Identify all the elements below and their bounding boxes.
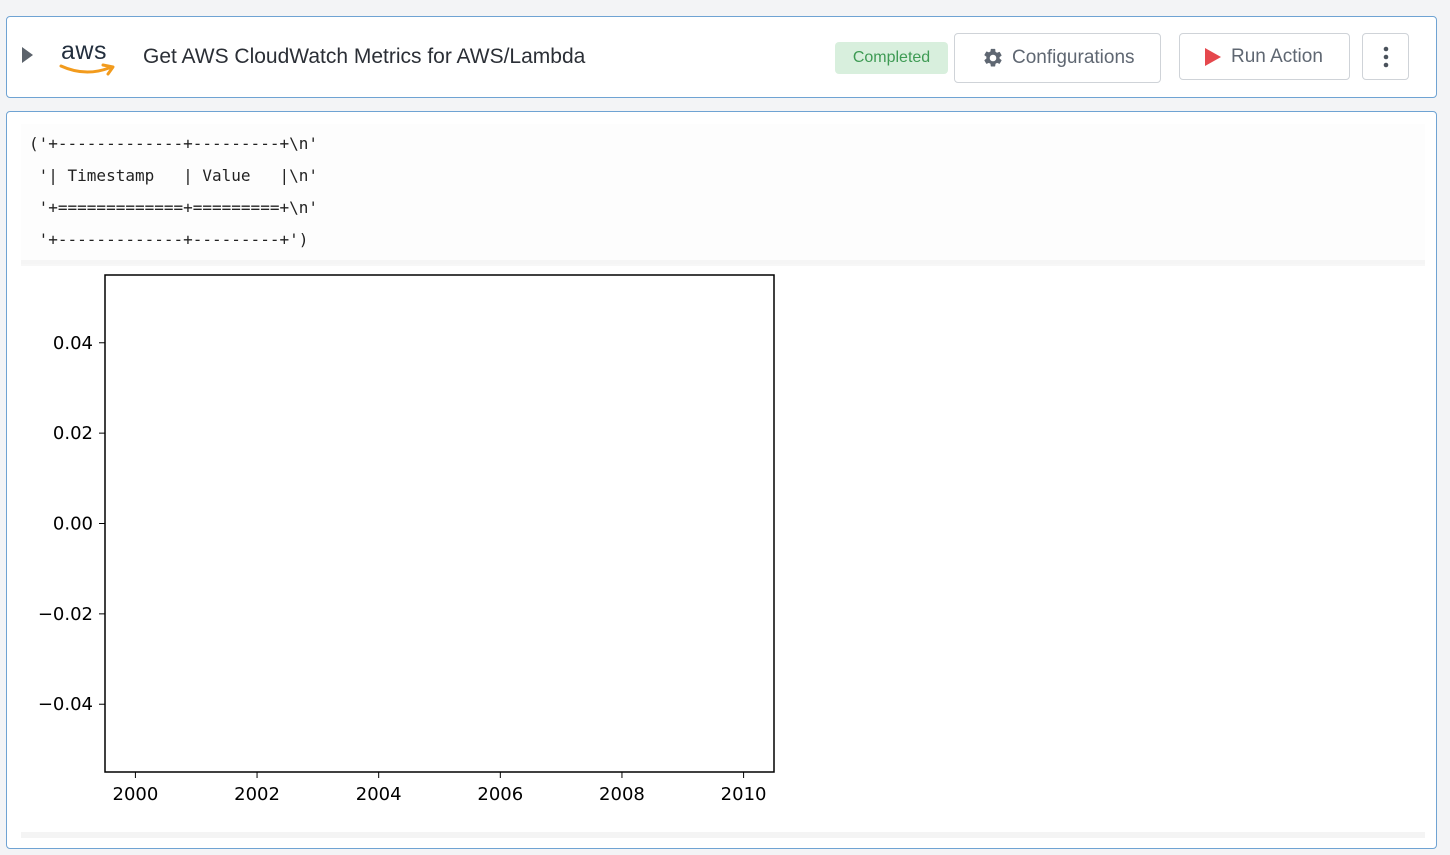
aws-logo-text: aws bbox=[61, 37, 107, 65]
expand-toggle[interactable] bbox=[21, 45, 35, 65]
text-output: ('+-------------+---------+\n' '| Timest… bbox=[21, 124, 1425, 265]
more-vertical-icon bbox=[1383, 46, 1388, 67]
x-tick-label: 2006 bbox=[477, 784, 523, 805]
caret-right-icon bbox=[22, 47, 33, 63]
plot-output: 2000 2002 2004 2006 2008 2010 0.04 0.02 0.00 −0.0… bbox=[21, 264, 1425, 838]
x-tick-label: 2008 bbox=[599, 784, 645, 805]
y-tick-label: 0.04 bbox=[53, 333, 93, 354]
configurations-label: Configurations bbox=[1012, 47, 1135, 68]
run-action-label: Run Action bbox=[1231, 45, 1323, 67]
action-title: Get AWS CloudWatch Metrics for AWS/Lambd… bbox=[143, 45, 586, 68]
x-tick-label: 2010 bbox=[721, 784, 767, 805]
x-tick-label: 2000 bbox=[113, 784, 159, 805]
x-tick-label: 2004 bbox=[356, 784, 402, 805]
metrics-chart: 2000 2002 2004 2006 2008 2010 0.04 0.02 0.00 −0.0… bbox=[38, 274, 775, 805]
y-tick-label: −0.02 bbox=[38, 604, 93, 625]
aws-smile-icon bbox=[59, 63, 115, 76]
x-tick-label: 2002 bbox=[234, 784, 280, 805]
output-table-text: ('+-------------+---------+\n' '| Timest… bbox=[29, 134, 318, 249]
gear-icon bbox=[982, 47, 1004, 69]
y-tick-label: −0.04 bbox=[38, 694, 93, 715]
more-options-button[interactable] bbox=[1362, 33, 1409, 80]
y-tick-label: 0.00 bbox=[53, 514, 93, 535]
play-icon bbox=[1204, 47, 1222, 67]
plot-frame bbox=[104, 274, 775, 773]
y-tick-label: 0.02 bbox=[53, 423, 93, 444]
run-action-button[interactable]: Run Action bbox=[1179, 33, 1350, 80]
action-header: aws Get AWS CloudWatch Metrics for AWS/L… bbox=[6, 16, 1437, 98]
configurations-button[interactable]: Configurations bbox=[954, 33, 1161, 83]
aws-logo: aws bbox=[57, 37, 119, 79]
action-output-panel: ('+-------------+---------+\n' '| Timest… bbox=[6, 111, 1437, 849]
status-badge: Completed bbox=[835, 42, 948, 74]
